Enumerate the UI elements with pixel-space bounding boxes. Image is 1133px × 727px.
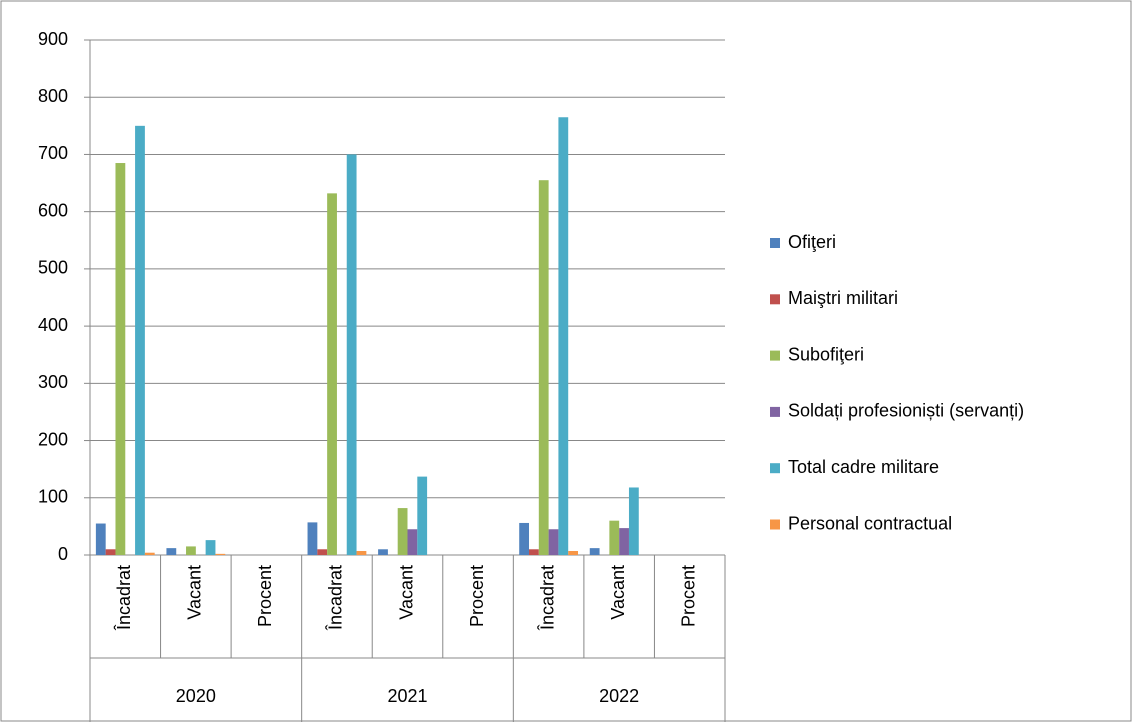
x-tick-label: Încadrat	[326, 565, 346, 631]
legend-swatch	[770, 406, 780, 417]
x-tick-label: Procent	[678, 565, 698, 627]
legend-label: Personal contractual	[788, 513, 952, 533]
y-tick-label: 0	[58, 544, 68, 564]
bar	[105, 549, 116, 555]
bar	[307, 522, 318, 555]
bar	[327, 193, 337, 555]
legend-swatch	[770, 463, 780, 474]
x-tick-label: Încadrat	[537, 565, 557, 631]
bar	[144, 552, 155, 555]
bar	[356, 550, 367, 555]
x-tick-label: Procent	[255, 565, 275, 627]
bar	[317, 549, 328, 555]
bar	[397, 508, 408, 555]
bar	[135, 125, 145, 555]
y-tick-label: 700	[38, 143, 68, 163]
bar	[628, 487, 639, 555]
group-label: 2022	[599, 686, 639, 706]
bar	[568, 550, 579, 555]
bar	[609, 520, 620, 555]
bar	[529, 549, 539, 555]
bar	[186, 546, 196, 555]
legend-label: Total cadre militare	[788, 457, 939, 477]
bar	[205, 540, 216, 555]
bar	[548, 529, 559, 555]
x-tick-label: Vacant	[185, 565, 205, 620]
legend-swatch	[770, 519, 780, 530]
bar	[346, 154, 357, 555]
bar	[619, 528, 629, 555]
bar	[95, 523, 106, 555]
group-label: 2020	[176, 686, 216, 706]
legend-label: Ofiţeri	[788, 232, 836, 252]
bar	[558, 117, 569, 555]
bar	[538, 180, 549, 555]
bar	[407, 529, 418, 555]
legend-label: Maiştri militari	[788, 288, 898, 308]
bar	[378, 549, 388, 555]
x-tick-label: Vacant	[396, 565, 416, 620]
y-tick-label: 400	[38, 315, 68, 335]
x-tick-label: Vacant	[608, 565, 628, 620]
legend-swatch	[770, 294, 780, 305]
x-tick-label: Procent	[467, 565, 487, 627]
bar	[215, 553, 226, 555]
y-tick-label: 900	[38, 29, 68, 49]
bar	[166, 548, 177, 555]
legend-label: Subofiţeri	[788, 344, 864, 364]
y-tick-label: 500	[38, 258, 68, 278]
bar	[115, 163, 126, 555]
y-tick-label: 200	[38, 429, 68, 449]
y-tick-label: 800	[38, 86, 68, 106]
bar	[519, 522, 530, 555]
legend-label: Soldați profesioniști (servanți)	[788, 401, 1024, 421]
bar	[589, 548, 600, 555]
y-tick-label: 300	[38, 372, 68, 392]
legend-swatch	[770, 238, 780, 248]
group-label: 2021	[387, 686, 427, 706]
legend-swatch	[770, 350, 780, 361]
x-tick-label: Încadrat	[114, 565, 134, 631]
bar	[417, 476, 428, 555]
y-tick-label: 600	[38, 200, 68, 220]
y-tick-label: 100	[38, 487, 68, 507]
